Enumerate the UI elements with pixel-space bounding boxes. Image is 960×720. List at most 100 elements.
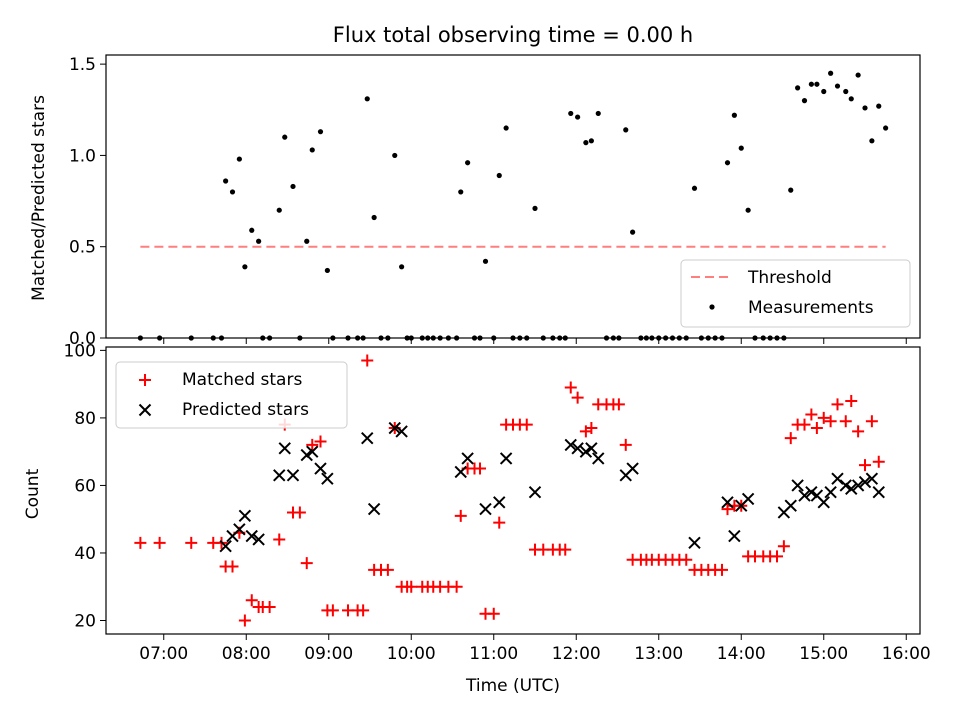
measurement-point bbox=[540, 335, 546, 341]
measurement-point bbox=[834, 83, 841, 89]
predicted-stars-point bbox=[499, 452, 513, 465]
measurement-point bbox=[583, 140, 589, 146]
measurement-point bbox=[767, 335, 773, 341]
measurement-point bbox=[774, 335, 780, 341]
bottom-x-axis-label: Time (UTC) bbox=[465, 676, 560, 696]
predicted-stars-point bbox=[585, 442, 598, 455]
legend-threshold-label: Threshold bbox=[747, 268, 832, 288]
measurement-point bbox=[649, 335, 655, 341]
bottom-x-tick-label: 11:00 bbox=[469, 644, 518, 664]
matched-stars-point bbox=[716, 563, 728, 576]
measurement-point bbox=[610, 335, 616, 341]
predicted-stars-point bbox=[314, 462, 327, 475]
matched-stars-point bbox=[619, 438, 632, 451]
top-y-tick-label: 0.0 bbox=[69, 329, 96, 349]
measurement-point bbox=[378, 335, 384, 341]
bottom-legend: Matched stars Predicted stars bbox=[115, 361, 348, 429]
measurement-point bbox=[282, 134, 288, 140]
measurement-point bbox=[425, 335, 431, 341]
predicted-stars-point bbox=[592, 452, 605, 465]
top-plot-area: 0.0 0.5 1.0 1.5 Threshold Measurements bbox=[69, 54, 921, 349]
predicted-stars-point bbox=[798, 489, 811, 502]
measurement-point bbox=[137, 335, 143, 341]
measurement-point bbox=[317, 129, 324, 135]
measurement-point bbox=[616, 335, 622, 341]
matched-stars-point bbox=[872, 455, 885, 468]
predicted-stars-point bbox=[321, 472, 334, 485]
predicted-stars-point bbox=[571, 442, 584, 455]
matched-stars-point bbox=[306, 438, 319, 451]
matched-stars-point bbox=[817, 411, 830, 424]
matched-stars-point bbox=[771, 550, 783, 563]
matched-stars-point bbox=[831, 398, 844, 411]
bottom-x-tick-label: 13:00 bbox=[634, 644, 683, 664]
measurement-point bbox=[603, 335, 610, 341]
measurement-point bbox=[458, 189, 464, 195]
bottom-y-tick-label: 100 bbox=[64, 341, 96, 361]
measurement-point bbox=[705, 335, 711, 341]
predicted-stars-point bbox=[479, 502, 492, 516]
predicted-stars-point bbox=[817, 496, 830, 509]
measurement-point bbox=[430, 335, 436, 341]
matched-stars-point bbox=[381, 563, 394, 576]
predicted-stars-point bbox=[219, 540, 232, 553]
predicted-stars-point bbox=[461, 452, 474, 465]
matched-stars-point bbox=[153, 536, 166, 549]
measurement-point bbox=[568, 110, 574, 117]
measurement-point bbox=[550, 335, 556, 341]
measurement-point bbox=[656, 335, 662, 341]
bottom-x-tick-label: 09:00 bbox=[304, 644, 353, 664]
matched-stars-point bbox=[571, 391, 584, 404]
predicted-stars-point bbox=[300, 448, 313, 462]
predicted-stars-point bbox=[306, 445, 319, 458]
measurement-point bbox=[437, 335, 443, 341]
measurement-point bbox=[828, 70, 834, 76]
measurement-point bbox=[471, 335, 478, 341]
bottom-y-axis-label: Count bbox=[23, 468, 43, 519]
measurement-point bbox=[256, 238, 262, 244]
measurement-point bbox=[324, 267, 330, 274]
top-y-tick-label: 0.5 bbox=[69, 238, 96, 258]
predicted-stars-point bbox=[454, 465, 467, 479]
matched-stars-point bbox=[839, 415, 852, 428]
measurement-point bbox=[788, 187, 794, 193]
measurement-point bbox=[360, 335, 366, 341]
predicted-stars-point bbox=[865, 472, 879, 485]
measurement-point bbox=[719, 335, 725, 341]
measurement-point bbox=[801, 98, 808, 104]
matched-stars-point bbox=[405, 580, 418, 593]
matched-stars-point bbox=[357, 604, 370, 617]
measurement-point bbox=[399, 264, 405, 270]
bottom-y-tick-label: 60 bbox=[74, 476, 96, 496]
measurement-point bbox=[465, 160, 471, 166]
legend-predicted-swatch bbox=[138, 403, 152, 417]
predicted-stars-point bbox=[564, 438, 577, 452]
predicted-stars-point bbox=[528, 485, 542, 499]
top-legend: Threshold Measurements bbox=[680, 259, 911, 328]
predicted-stars-point bbox=[273, 469, 286, 482]
measurement-point bbox=[855, 72, 861, 78]
legend-matched-label: Matched stars bbox=[182, 370, 302, 390]
top-y-tick-label: 1.0 bbox=[69, 146, 96, 166]
matched-stars-point bbox=[245, 594, 258, 607]
measurement-point bbox=[808, 81, 814, 87]
measurement-point bbox=[663, 335, 669, 341]
matched-stars-point bbox=[293, 506, 306, 519]
measurement-point bbox=[724, 160, 731, 166]
matched-stars-point bbox=[487, 607, 500, 620]
bottom-x-tick-label: 14:00 bbox=[717, 644, 766, 664]
measurement-point bbox=[419, 335, 425, 341]
measurement-point bbox=[712, 335, 718, 341]
matched-stars-point bbox=[798, 418, 811, 431]
matched-stars-point bbox=[859, 459, 871, 472]
matched-stars-point bbox=[226, 560, 239, 573]
bottom-x-tick-label: 08:00 bbox=[222, 644, 271, 664]
predicted-stars-point bbox=[721, 496, 734, 509]
measurement-point bbox=[249, 227, 255, 233]
measurement-point bbox=[698, 335, 704, 341]
bottom-x-tick-label: 16:00 bbox=[882, 644, 931, 664]
measurement-point bbox=[760, 335, 766, 341]
matched-stars-point bbox=[361, 354, 374, 367]
matched-stars-point bbox=[300, 557, 313, 570]
